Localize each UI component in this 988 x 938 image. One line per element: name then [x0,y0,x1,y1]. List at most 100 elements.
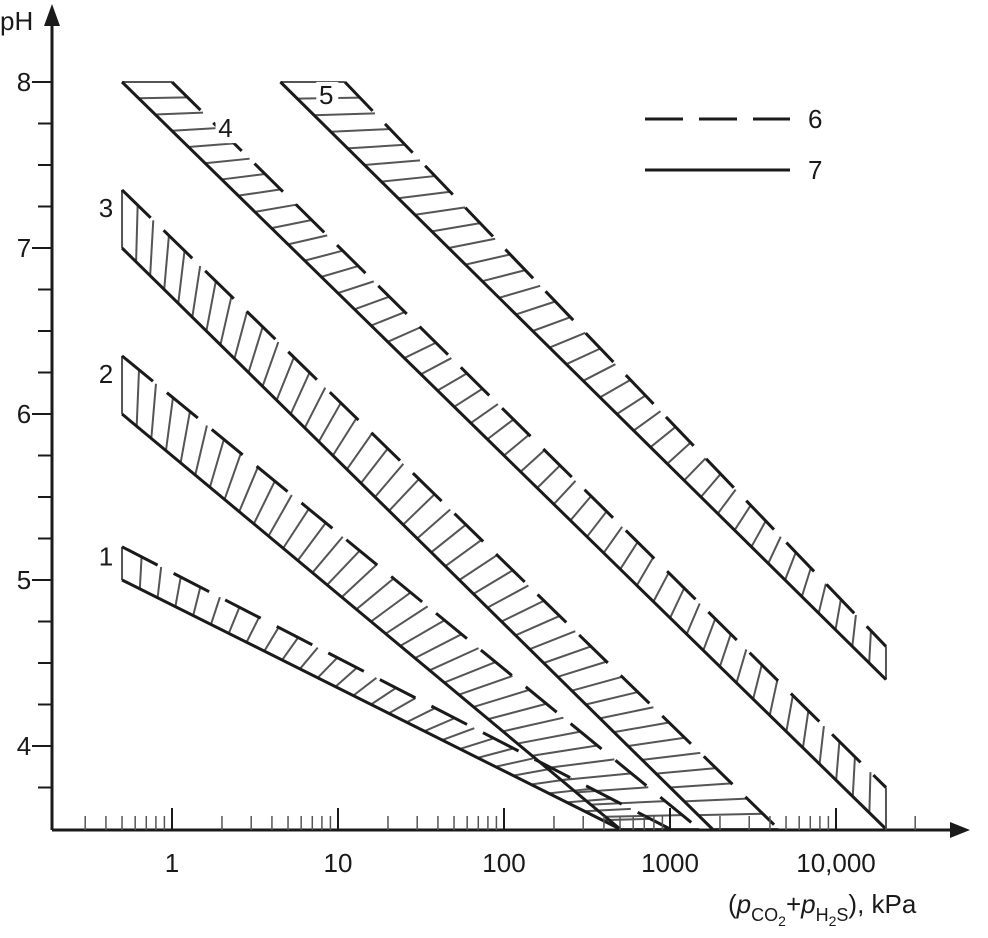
band-5-solid-boundary [279,80,888,681]
curve-label-2: 2 [99,359,113,389]
band-hatch-line [317,402,342,443]
band-hatch-line [444,539,483,567]
x-tick-label: 1000 [641,848,699,878]
band-hatch-line [536,464,561,489]
curve-label-bg [95,360,118,389]
band-4-dashed-boundary [170,80,888,789]
band-hatch-line [414,633,463,660]
x-axis-title-p2: p [800,889,815,919]
band-hatch-line [599,379,631,399]
band-hatch-line [576,786,649,794]
band-hatch-line [303,387,327,429]
band-hatch-line [531,744,598,757]
band-hatch-line [503,433,530,457]
band-hatch-line [702,618,717,651]
band-5-dashed-boundary [343,80,888,648]
band-hatch-line [750,520,767,548]
band-hatch-line [388,478,420,512]
band-hatch-line [374,463,405,498]
band-hatch-line [684,797,748,803]
band-4-solid-boundary [120,80,888,831]
band-hatch-line [641,751,701,761]
band-hatch-line [487,584,529,609]
band-hatch-line [553,480,577,505]
curve-label-bg [316,81,339,110]
band-hatch-line [155,111,204,116]
band-hatch-line [210,596,221,625]
band-hatch-line [566,797,612,804]
band-hatch-line [171,127,219,132]
band-hatch-line [208,439,225,488]
band-hatch-line [529,630,576,651]
band-hatch-line [263,626,280,652]
band-hatch-line [458,554,498,581]
band-hatch-line [635,556,655,586]
y-minor-ticks [38,122,52,789]
band-hatch-line [582,363,616,382]
band-hatch-line [191,265,202,318]
band-hatch-line [498,284,541,299]
band-hatch-line [465,253,511,266]
band-hatch-line [652,572,670,603]
band-hatch-line [543,645,592,664]
y-axis-title: pH [0,6,33,36]
band-hatch-line [486,418,515,441]
band-hatch-line [346,432,373,470]
band-hatch-line [330,128,391,133]
band-hatch-line [429,647,479,672]
band-hatch-line [472,569,514,595]
band-hatch-line [414,206,466,216]
band-hatch-line [698,812,763,817]
band-hatch-line [360,447,389,484]
x-tick-label: 1 [165,848,179,878]
curve-labels: 1 2 3 4 5 [95,80,339,572]
x-axis-arrow [950,822,970,838]
band-hatch-line [275,356,295,401]
band-hatch-line [818,726,825,765]
band-hatch-line [370,687,397,706]
band-hatch-line [238,466,259,513]
band-hatch-line [834,599,842,630]
band-hatch-line [267,494,293,537]
band-lines [120,80,888,831]
y-tick-label: 6 [17,399,31,429]
band-hatch-line [817,583,827,614]
band-hatch-line [221,173,266,181]
band-hatch-line [188,142,235,148]
band-hatch-line [304,249,343,262]
band-1-dashed-boundary [121,545,671,831]
x-axis-title-sub1n: 2 [778,913,786,929]
curve-label-5: 5 [319,80,333,110]
band-hatch-line [868,630,872,664]
x-axis-title-plus: + [786,889,801,919]
band-hatch-line [590,800,666,806]
band-hatch-line [515,300,556,316]
band-hatch-line [149,220,155,276]
band-hatch-line [431,222,481,233]
band-hatch-line [549,331,586,349]
band-hatch-line [851,614,857,647]
band-hatch-line [669,587,686,619]
band-2-dashed-boundary [121,354,701,831]
band-hatch-line [785,695,794,732]
band-hatch-line [252,480,276,525]
band-hatch-line [271,219,312,230]
band-hatch-line [571,675,623,692]
band-hatch-line [355,577,395,611]
band-hatch-line [370,311,406,327]
band-hatch-line [227,606,241,634]
band-hatch-line [501,599,545,623]
band-hatch-line [194,425,208,476]
band-hatch-line [156,566,163,598]
band-hatch-line [219,296,233,346]
band-hatch-line [135,205,139,262]
curve-label-bg [95,543,118,572]
x-axis-title: (pCO2+pH2S), kPa [728,889,917,929]
band-hatch-line [561,772,632,782]
y-ticks: 4 5 6 7 8 [17,67,52,761]
band-hatch-line [546,758,615,769]
band-hatch-line [287,234,328,246]
band-hatch-line [767,536,782,564]
band-hatch-line [532,316,571,332]
band-hatch-line [364,159,421,166]
